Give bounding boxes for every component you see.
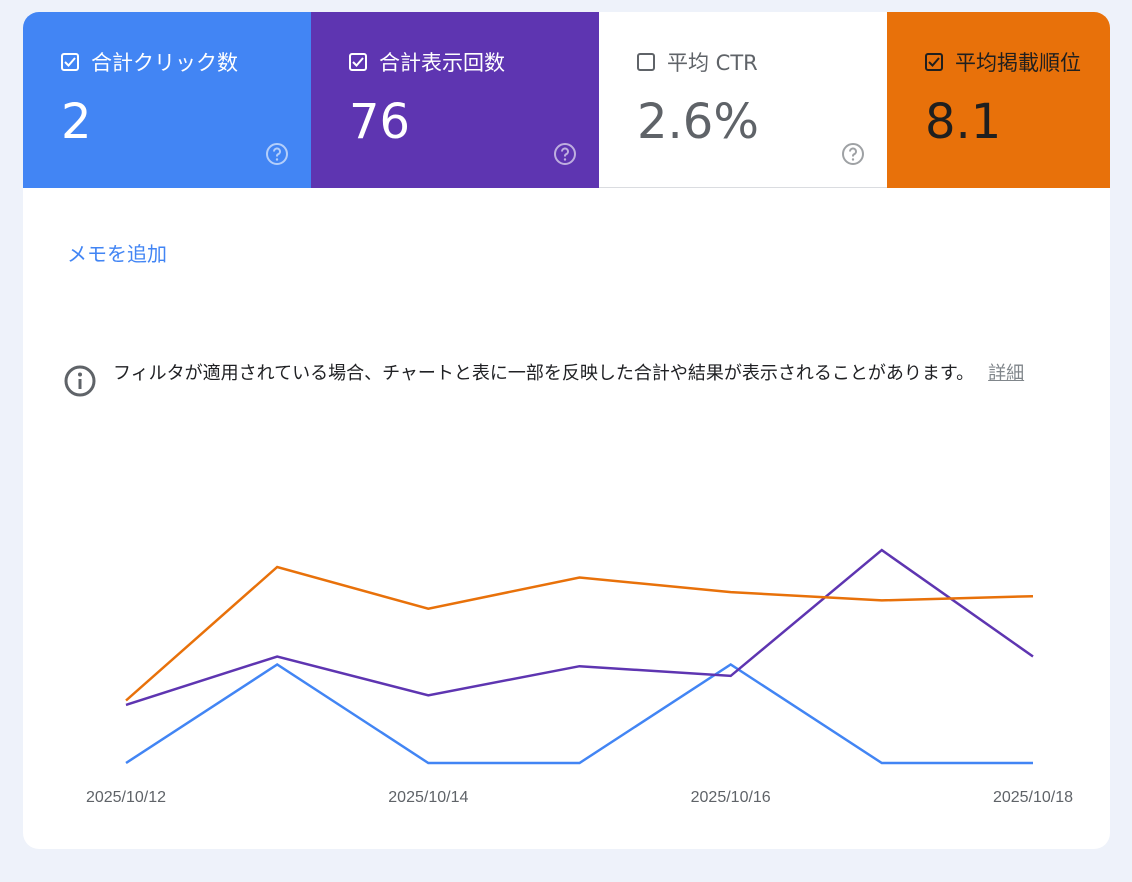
series-line-1 (125, 548, 1034, 707)
series-line-0 (125, 663, 1033, 765)
metric-label: 合計クリック数 (91, 51, 238, 75)
checkbox-checked-icon[interactable] (61, 53, 79, 71)
metric-value: 2 (61, 94, 92, 150)
performance-chart: 2025/10/12 2025/10/14 2025/10/16 2025/10/18 (86, 548, 1073, 806)
metric-label: 合計表示回数 (379, 51, 505, 75)
x-tick-label: 2025/10/12 (86, 789, 166, 806)
help-icon[interactable] (841, 142, 865, 166)
metric-tile-position[interactable]: 平均掲載順位 8.1 (887, 12, 1110, 188)
metric-label: 平均掲載順位 (955, 51, 1081, 75)
x-tick-label: 2025/10/16 (691, 789, 771, 806)
x-tick-label: 2025/10/14 (388, 789, 468, 806)
details-link[interactable]: 詳細 (988, 363, 1025, 384)
filter-info-message: フィルタが適用されている場合、チャートと表に一部を反映した合計や結果が表示される… (113, 354, 1083, 394)
x-tick-label: 2025/10/18 (993, 789, 1073, 806)
metric-tile-impressions[interactable]: 合計表示回数 76 (311, 12, 599, 188)
metric-tile-ctr[interactable]: 平均 CTR 2.6% (599, 12, 887, 188)
metric-value: 76 (349, 94, 411, 150)
metric-tiles: 合計クリック数 2 合計表示回数 76 平均 CTR 2.6% 平均掲載順位 (23, 12, 1110, 188)
checkbox-checked-icon[interactable] (925, 53, 943, 71)
metric-label: 平均 CTR (667, 51, 758, 75)
metric-value: 8.1 (925, 94, 1002, 150)
checkbox-checked-icon[interactable] (349, 53, 367, 71)
performance-card: 合計クリック数 2 合計表示回数 76 平均 CTR 2.6% 平均掲載順位 (23, 12, 1110, 849)
add-memo-link[interactable]: メモを追加 (67, 242, 167, 266)
help-icon[interactable] (553, 142, 577, 166)
metric-tile-clicks[interactable]: 合計クリック数 2 (23, 12, 311, 188)
help-icon[interactable] (265, 142, 289, 166)
info-icon (64, 365, 96, 397)
filter-info-text: フィルタが適用されている場合、チャートと表に一部を反映した合計や結果が表示される… (113, 363, 975, 384)
checkbox-unchecked-icon[interactable] (637, 53, 655, 71)
metric-value: 2.6% (637, 94, 759, 150)
series-line-2 (125, 565, 1034, 702)
